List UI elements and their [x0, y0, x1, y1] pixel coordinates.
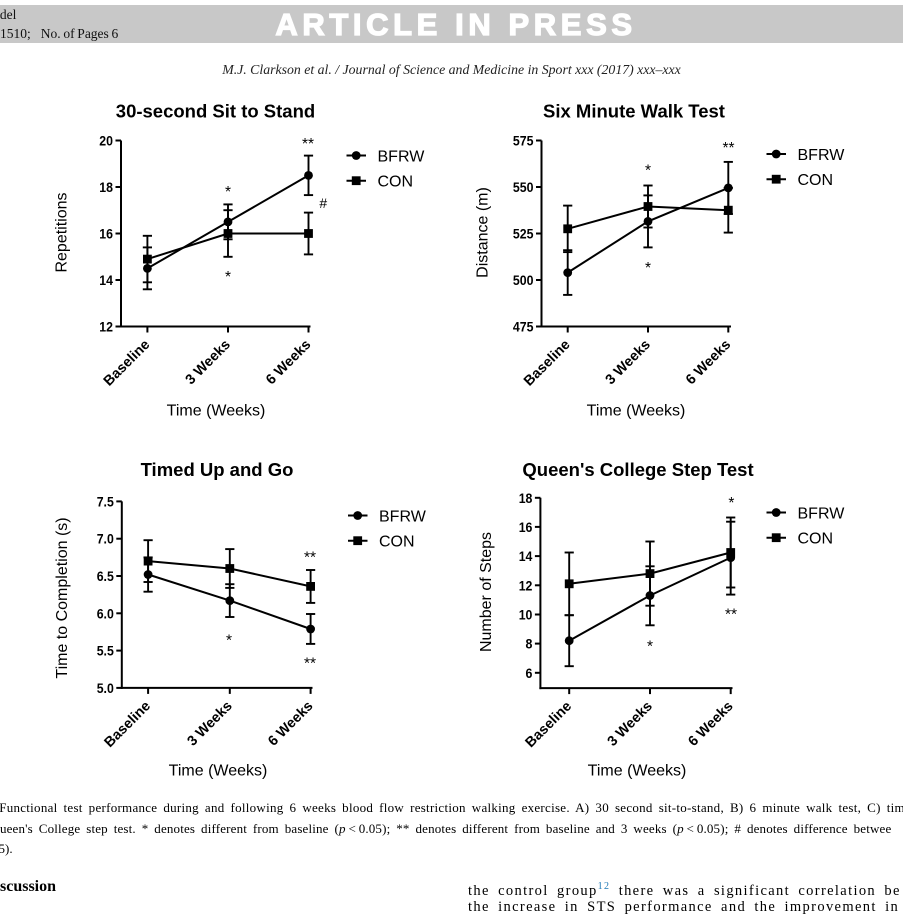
svg-text:Time to Completion (s): Time to Completion (s) — [54, 517, 71, 678]
svg-text:12: 12 — [99, 319, 113, 335]
svg-text:8: 8 — [526, 636, 533, 652]
svg-text:*: * — [645, 260, 651, 277]
svg-text:7.0: 7.0 — [97, 531, 114, 547]
svg-text:5.0: 5.0 — [97, 680, 114, 696]
svg-text:575: 575 — [513, 133, 534, 149]
svg-text:6 Weeks: 6 Weeks — [265, 698, 316, 749]
svg-text:Baseline: Baseline — [522, 698, 575, 751]
svg-text:12: 12 — [519, 577, 533, 593]
svg-text:Time (Weeks): Time (Weeks) — [167, 403, 266, 420]
svg-text:Time (Weeks): Time (Weeks) — [588, 763, 687, 780]
svg-text:Distance (m): Distance (m) — [475, 187, 492, 278]
svg-text:Repetitions: Repetitions — [54, 192, 71, 272]
svg-text:550: 550 — [513, 179, 534, 195]
svg-text:Queen's College Step Test: Queen's College Step Test — [522, 459, 753, 480]
svg-text:*: * — [225, 184, 231, 201]
svg-text:3 Weeks: 3 Weeks — [605, 698, 656, 749]
svg-text:14: 14 — [99, 272, 113, 288]
svg-text:Baseline: Baseline — [101, 337, 154, 390]
svg-text:14: 14 — [519, 548, 533, 564]
svg-text:18: 18 — [519, 490, 533, 506]
svg-text:BFRW: BFRW — [798, 505, 846, 522]
svg-text:7.5: 7.5 — [97, 493, 114, 509]
svg-text:**: ** — [725, 607, 737, 624]
svg-text:16: 16 — [519, 519, 533, 535]
svg-text:525: 525 — [513, 226, 534, 242]
svg-text:CON: CON — [378, 174, 414, 191]
svg-text:BFRW: BFRW — [378, 148, 426, 165]
svg-text:6.0: 6.0 — [97, 605, 114, 621]
svg-text:Number of Steps: Number of Steps — [478, 532, 495, 652]
svg-text:16: 16 — [99, 226, 113, 242]
svg-text:20: 20 — [99, 133, 113, 149]
svg-text:3 Weeks: 3 Weeks — [603, 337, 654, 388]
svg-text:3 Weeks: 3 Weeks — [184, 698, 235, 749]
svg-text:Time (Weeks): Time (Weeks) — [169, 763, 268, 780]
svg-text:475: 475 — [513, 319, 534, 335]
svg-text:Time (Weeks): Time (Weeks) — [587, 403, 686, 420]
svg-text:#: # — [319, 195, 327, 211]
svg-text:**: ** — [304, 656, 316, 673]
svg-text:Timed Up and Go: Timed Up and Go — [141, 459, 294, 480]
svg-text:*: * — [645, 163, 651, 180]
svg-text:*: * — [728, 495, 734, 512]
svg-text:Baseline: Baseline — [101, 698, 154, 751]
svg-text:10: 10 — [519, 607, 533, 623]
svg-text:**: ** — [302, 136, 314, 153]
svg-text:BFRW: BFRW — [379, 508, 427, 525]
svg-text:*: * — [226, 633, 232, 650]
svg-text:**: ** — [722, 140, 734, 157]
svg-text:6 Weeks: 6 Weeks — [263, 337, 314, 388]
svg-text:30-second Sit to Stand: 30-second Sit to Stand — [116, 101, 315, 122]
svg-text:CON: CON — [798, 172, 834, 189]
svg-text:*: * — [225, 269, 231, 286]
svg-text:18: 18 — [99, 179, 113, 195]
svg-text:6 Weeks: 6 Weeks — [685, 698, 736, 749]
svg-text:6 Weeks: 6 Weeks — [683, 337, 734, 388]
svg-text:6.5: 6.5 — [97, 568, 114, 584]
svg-text:6: 6 — [526, 665, 533, 681]
svg-text:5.5: 5.5 — [97, 643, 114, 659]
svg-text:Six Minute Walk Test: Six Minute Walk Test — [543, 101, 725, 122]
svg-text:**: ** — [304, 550, 316, 567]
svg-text:500: 500 — [513, 272, 534, 288]
svg-text:3 Weeks: 3 Weeks — [183, 337, 234, 388]
svg-text:*: * — [647, 639, 653, 656]
svg-text:CON: CON — [798, 531, 834, 548]
svg-text:BFRW: BFRW — [798, 147, 846, 164]
svg-text:Baseline: Baseline — [521, 337, 574, 390]
svg-text:CON: CON — [379, 534, 415, 551]
